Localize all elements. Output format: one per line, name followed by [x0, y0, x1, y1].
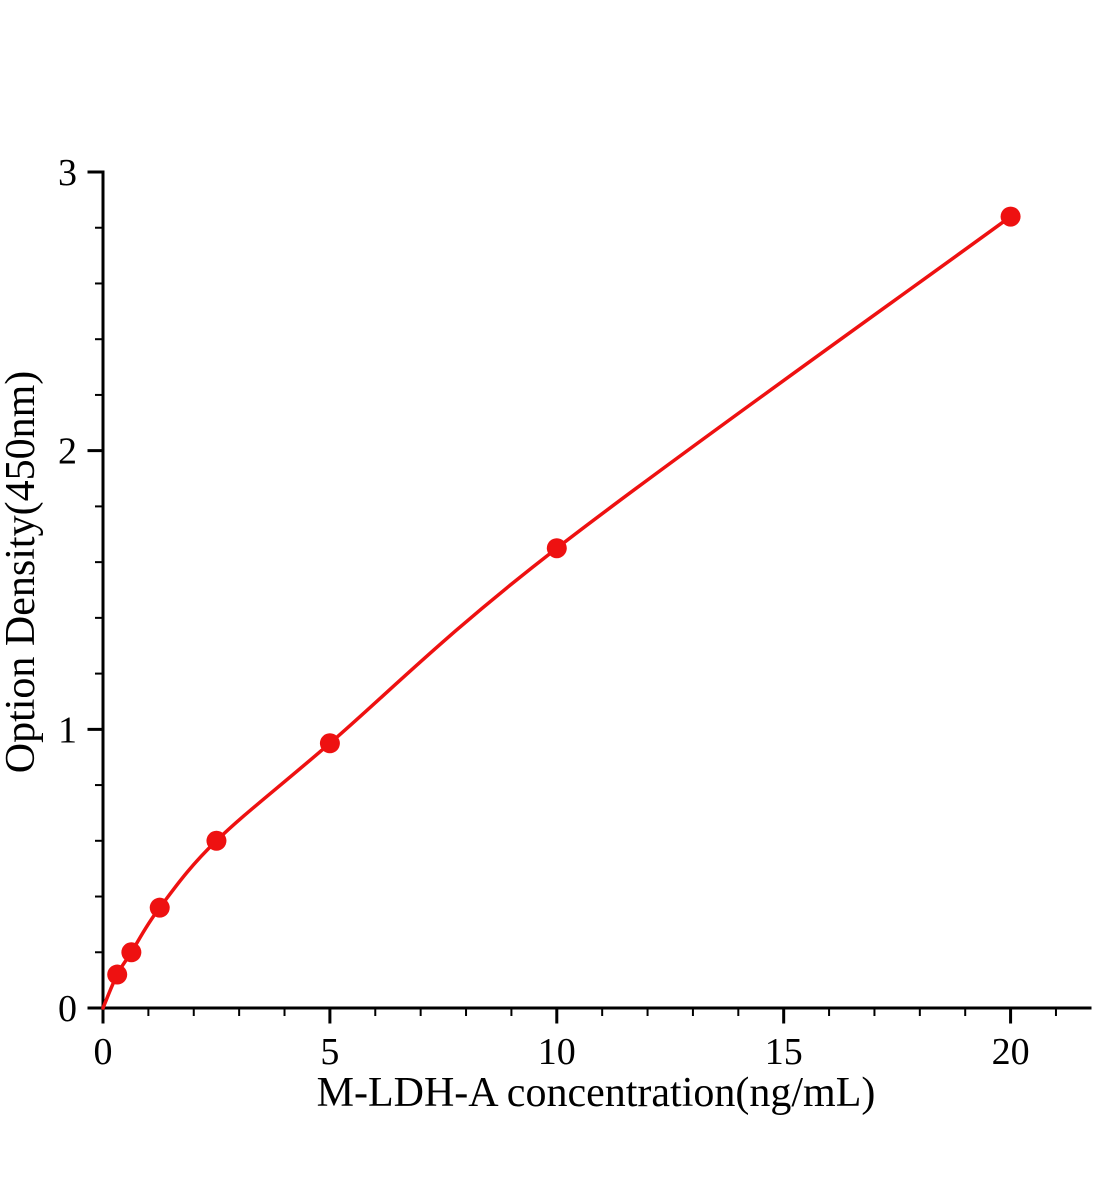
x-axis-label: M-LDH-A concentration(ng/mL) [317, 1070, 876, 1116]
x-tick-label: 20 [992, 1031, 1030, 1073]
data-point [107, 964, 128, 985]
x-tick-label: 5 [320, 1031, 339, 1073]
data-points [107, 206, 1021, 985]
x-tick-label: 0 [94, 1031, 113, 1073]
data-point [1000, 206, 1021, 227]
axes [87, 170, 1092, 1024]
data-point [149, 897, 170, 918]
plot-area: 0 5 10 15 20 0 1 2 3 [58, 152, 1092, 1073]
data-point [319, 733, 340, 754]
y-tick-label: 3 [58, 152, 77, 194]
data-point [206, 830, 227, 851]
standard-curve-line [101, 214, 1013, 1010]
minor-ticks [95, 226, 1057, 1016]
y-tick-label: 1 [58, 709, 77, 751]
x-tick-label: 15 [765, 1031, 803, 1073]
tick-labels: 0 5 10 15 20 0 1 2 3 [58, 152, 1030, 1073]
y-axis-label: Option Density(450nm) [0, 371, 44, 773]
x-tick-label: 10 [538, 1031, 576, 1073]
data-point [121, 942, 142, 963]
data-point [546, 538, 567, 559]
y-tick-label: 2 [58, 431, 77, 473]
y-tick-label: 0 [58, 988, 77, 1030]
